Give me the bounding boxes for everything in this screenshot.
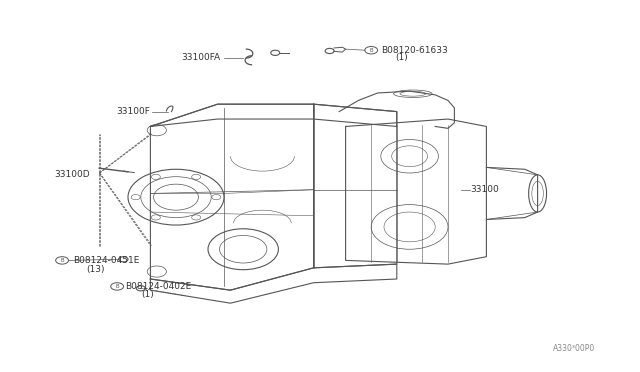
Text: 33100: 33100 xyxy=(470,185,499,194)
Text: B08124-0402E: B08124-0402E xyxy=(125,282,191,291)
Text: B: B xyxy=(60,258,64,263)
Text: (1): (1) xyxy=(141,291,154,299)
Text: (13): (13) xyxy=(86,265,105,274)
Text: B: B xyxy=(369,48,373,53)
Text: B08120-61633: B08120-61633 xyxy=(381,46,447,55)
Text: (1): (1) xyxy=(396,53,408,62)
Text: A330³00P0: A330³00P0 xyxy=(553,344,595,353)
Text: B: B xyxy=(115,284,119,289)
Text: 33100F: 33100F xyxy=(116,107,150,116)
Text: 33100D: 33100D xyxy=(54,170,90,179)
Text: B08124-0451E: B08124-0451E xyxy=(74,256,140,265)
Text: 33100FA: 33100FA xyxy=(182,53,221,62)
